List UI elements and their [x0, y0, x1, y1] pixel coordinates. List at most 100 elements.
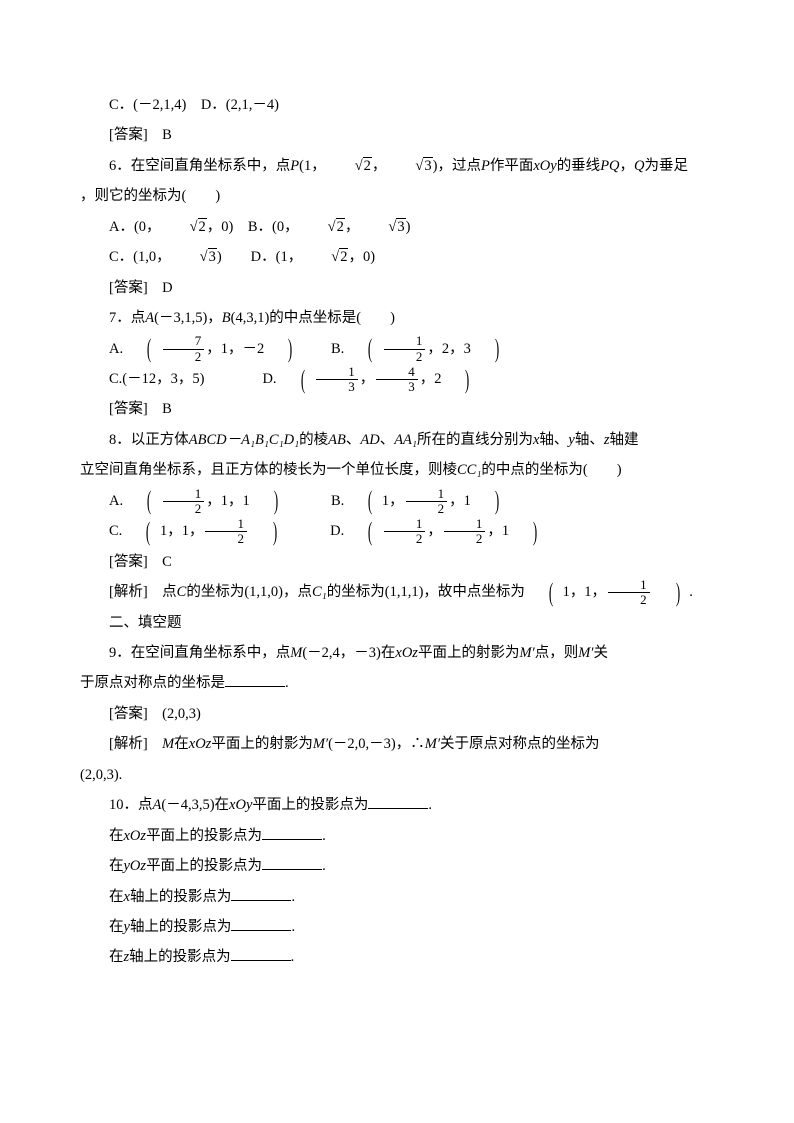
paren-r: ): [519, 519, 538, 545]
text: 为垂足: [645, 158, 689, 174]
text: D.: [287, 523, 345, 539]
frac-1-2: 12: [406, 487, 448, 517]
text: A.: [109, 341, 123, 357]
text: 轴上的投影点为: [129, 949, 231, 965]
frac-1-2: 12: [205, 517, 247, 547]
text: 1，: [382, 493, 404, 509]
text: 在: [109, 889, 124, 905]
text: C.(－12，3，5) D.: [109, 371, 277, 387]
q7-stem: 7．点A(－3,1,5)，B(4,3,1)的中点坐标是( ): [80, 303, 714, 333]
text: 的垂线: [557, 158, 601, 174]
text: 关: [593, 645, 608, 661]
text: ，0) B．(0，: [207, 219, 299, 235]
paren-r: ): [259, 488, 278, 514]
var-CC1: CC₁: [457, 462, 481, 478]
var-Mp: M′: [578, 645, 593, 661]
var-AB: AB: [328, 432, 346, 448]
text: ): [406, 219, 411, 235]
q8-explain: [解析] 点C的坐标为(1,1,0)，点C₁的坐标为(1,1,1)，故中点坐标为…: [80, 577, 714, 607]
text: 平面上的射影为: [211, 736, 313, 752]
fill-blank[interactable]: [262, 855, 322, 871]
text: ，0): [348, 249, 375, 265]
paren-l: (: [133, 488, 152, 514]
section-2-title: 二、填空题: [80, 608, 714, 638]
text: [解析]: [109, 736, 162, 752]
q10-stem: 10．点A(－4,3,5)在xOy平面上的投影点为.: [80, 790, 714, 820]
text: 的中点的坐标为( ): [481, 462, 621, 478]
var-PQ: PQ: [600, 158, 619, 174]
text: 平面上的投影点为: [146, 858, 262, 874]
var-B: B: [222, 310, 231, 326]
var-xoy: xOy: [229, 797, 252, 813]
text: ，: [427, 523, 442, 539]
var-M: M: [290, 645, 302, 661]
q8-stem-line1: 8．以正方体ABCD－A₁B₁C₁D₁的棱AB、AD、AA₁所在的直线分别为x轴…: [80, 425, 714, 455]
text: [解析] 点: [109, 584, 177, 600]
q7-options-cd: C.(－12，3，5) D.(13，43，2): [80, 364, 714, 394]
paren-l: (: [354, 488, 373, 514]
sqrt3: 3: [359, 212, 405, 242]
var-xoy: xOy: [533, 158, 556, 174]
sqrt2: 2: [302, 242, 348, 272]
text: 、: [380, 432, 395, 448]
paren-r: ): [451, 367, 470, 393]
text: ，2，3: [427, 341, 471, 357]
text: ，1: [487, 523, 509, 539]
frac-7-2: 72: [163, 334, 205, 364]
sqrt2: 2: [161, 212, 207, 242]
text: B.: [302, 341, 344, 357]
text: .: [285, 675, 289, 691]
var-xoz: xOz: [124, 828, 147, 844]
text: 1，1，: [563, 584, 607, 600]
var-AD: AD: [360, 432, 379, 448]
fill-blank[interactable]: [231, 915, 291, 931]
text: 作平面: [490, 158, 534, 174]
fill-blank[interactable]: [231, 885, 291, 901]
text: 在: [109, 919, 124, 935]
q10-z-axis: 在z轴上的投影点为.: [80, 942, 714, 972]
fill-blank[interactable]: [368, 794, 428, 810]
text: (－2,0,－3)，∴: [328, 736, 425, 752]
var-C: C: [177, 584, 187, 600]
q7-options-ab: A.(72，1，－2) B.(12，2，3): [80, 334, 714, 364]
q6-stem-line2: ，则它的坐标为( ): [80, 181, 714, 211]
text: .: [322, 858, 326, 874]
sqrt2: 2: [299, 212, 345, 242]
q8-options-cd: C.(1，1，12) D.(12，12，1): [80, 516, 714, 546]
text: .: [428, 797, 432, 813]
fill-blank[interactable]: [262, 824, 322, 840]
paren-l: (: [133, 336, 152, 362]
text: C．(1,0，: [109, 249, 171, 265]
var-Mp: M′: [519, 645, 534, 661]
fill-blank[interactable]: [231, 946, 291, 962]
q6-options-cd: C．(1,0，3) D．(1，2，0): [80, 242, 714, 272]
q9-stem-line2: 于原点对称点的坐标是.: [80, 668, 714, 698]
text: 8．以正方体: [109, 432, 189, 448]
paren-l: (: [354, 519, 373, 545]
text: 的坐标为(1,1,1)，故中点坐标为: [327, 584, 525, 600]
text: .: [689, 584, 693, 600]
text: A.: [109, 493, 123, 509]
paren-r: ): [661, 580, 680, 606]
text: ，1，－2: [206, 341, 264, 357]
q5-answer: [答案] B: [80, 120, 714, 150]
text: (－3,1,5)，: [154, 310, 222, 326]
paren-l: (: [286, 367, 305, 393]
text: 9．在空间直角坐标系中，点: [109, 645, 290, 661]
paren-r: ): [480, 488, 499, 514]
var-xoz: xOz: [395, 645, 418, 661]
var-Mp: M′: [313, 736, 328, 752]
text: .: [291, 889, 295, 905]
frac-1-2: 12: [384, 334, 426, 364]
paren-r: ): [274, 336, 293, 362]
var-P: P: [290, 158, 299, 174]
document-page: C．(－2,1,4) D．(2,1,－4) [答案] B 6．在空间直角坐标系中…: [0, 0, 794, 1033]
text: 在: [109, 828, 124, 844]
q8-options-ab: A.(12，1，1) B.(1，12，1): [80, 486, 714, 516]
q10-xoz: 在xOz平面上的投影点为.: [80, 821, 714, 851]
text: 在: [174, 736, 189, 752]
text: ) D．(1，: [217, 249, 302, 265]
q6-options-ab: A．(0，2，0) B．(0，2，3): [80, 212, 714, 242]
text: .: [291, 919, 295, 935]
fill-blank[interactable]: [225, 672, 285, 688]
